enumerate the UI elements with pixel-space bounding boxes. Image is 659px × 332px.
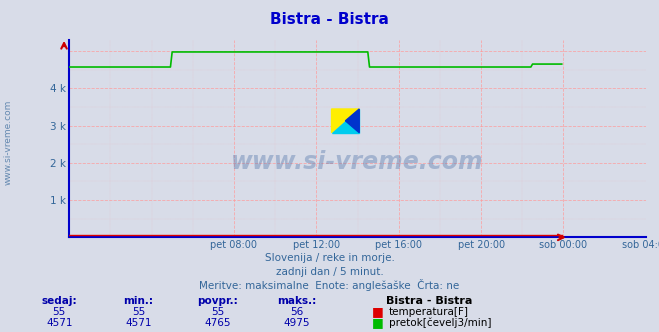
Polygon shape [331,109,359,133]
Polygon shape [345,109,359,133]
Text: pretok[čevelj3/min]: pretok[čevelj3/min] [389,317,492,328]
Text: 55: 55 [132,307,145,317]
Text: Slovenija / reke in morje.: Slovenija / reke in morje. [264,253,395,263]
Text: Meritve: maksimalne  Enote: anglešaške  Črta: ne: Meritve: maksimalne Enote: anglešaške Čr… [200,279,459,290]
Text: 56: 56 [290,307,303,317]
Text: www.si-vreme.com: www.si-vreme.com [231,150,484,174]
Text: sedaj:: sedaj: [42,296,77,306]
Text: 55: 55 [211,307,224,317]
Text: ■: ■ [372,316,384,329]
Text: 55: 55 [53,307,66,317]
Text: povpr.:: povpr.: [197,296,238,306]
Text: min.:: min.: [123,296,154,306]
Text: 4571: 4571 [125,318,152,328]
Text: zadnji dan / 5 minut.: zadnji dan / 5 minut. [275,267,384,277]
Polygon shape [331,109,359,133]
Text: maks.:: maks.: [277,296,316,306]
Text: ■: ■ [372,305,384,318]
Text: www.si-vreme.com: www.si-vreme.com [3,100,13,186]
Text: Bistra - Bistra: Bistra - Bistra [386,296,472,306]
Text: 4765: 4765 [204,318,231,328]
Text: temperatura[F]: temperatura[F] [389,307,469,317]
Text: Bistra - Bistra: Bistra - Bistra [270,12,389,27]
Text: 4571: 4571 [46,318,72,328]
Text: 4975: 4975 [283,318,310,328]
